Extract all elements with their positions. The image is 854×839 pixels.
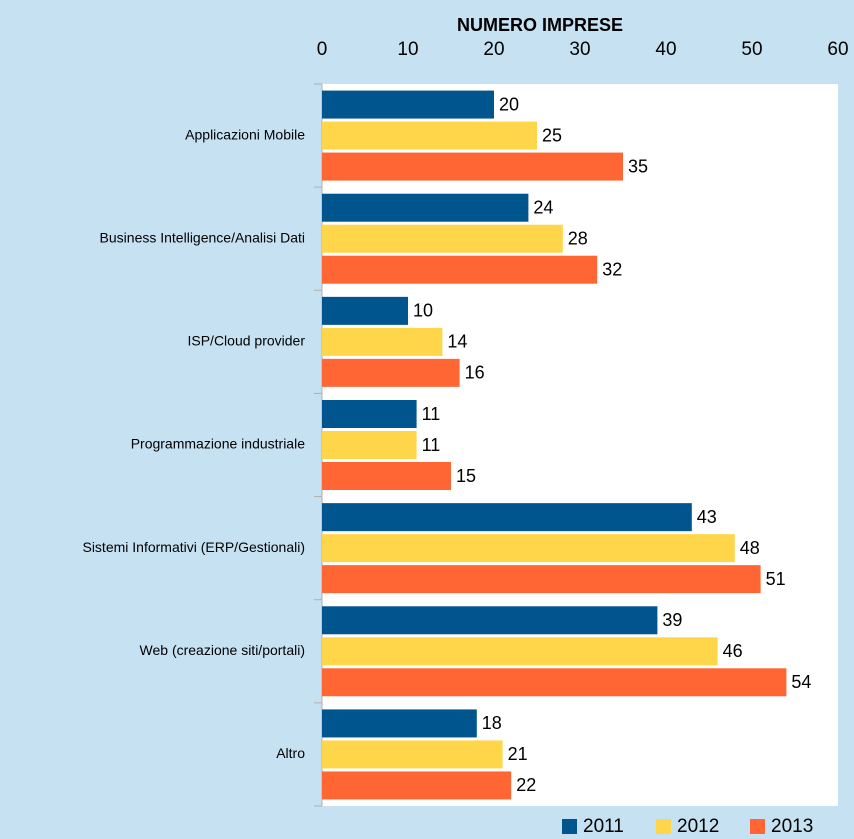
- value-label: 24: [533, 197, 553, 217]
- bar: [322, 193, 529, 222]
- bar: [322, 534, 735, 563]
- bar: [322, 327, 443, 356]
- x-tick-label: 20: [483, 39, 504, 60]
- value-label: 18: [482, 713, 502, 733]
- bar: [322, 431, 417, 459]
- y-tick-label: ISP/Cloud provider: [187, 333, 305, 349]
- value-label: 51: [766, 569, 786, 589]
- value-label: 11: [422, 404, 441, 424]
- bar: [322, 709, 477, 738]
- x-tick-label: 30: [569, 39, 590, 60]
- bar: [322, 740, 503, 769]
- bar: [322, 503, 692, 532]
- x-tick-label: 60: [827, 39, 848, 60]
- x-tick-label: 0: [317, 39, 328, 60]
- axis-title: NUMERO IMPRESE: [457, 15, 623, 35]
- bar: [322, 255, 598, 284]
- bar: [322, 771, 512, 800]
- value-label: 15: [456, 466, 476, 486]
- value-label: 16: [465, 363, 485, 383]
- legend-label: 2013: [771, 816, 813, 837]
- bar: [322, 121, 537, 150]
- legend-swatch: [656, 819, 671, 834]
- value-label: 46: [723, 641, 743, 661]
- x-tick-label: 50: [741, 39, 762, 60]
- value-label: 35: [628, 156, 648, 176]
- value-label: 22: [516, 775, 536, 795]
- value-label: 28: [568, 228, 588, 248]
- value-label: 21: [508, 744, 528, 764]
- y-tick-label: Altro: [276, 745, 305, 761]
- y-tick-label: Applicazioni Mobile: [185, 126, 305, 142]
- y-tick-label: Web (creazione siti/portali): [140, 642, 305, 658]
- bar: [322, 224, 563, 253]
- bar: [322, 358, 460, 387]
- bar: [322, 400, 417, 428]
- value-label: 43: [697, 507, 717, 527]
- bar: [322, 90, 494, 119]
- bar: [322, 462, 451, 490]
- legend-label: 2011: [583, 816, 624, 837]
- y-tick-label: Sistemi Informativi (ERP/Gestionali): [82, 539, 305, 555]
- y-tick-label: Business Intelligence/Analisi Dati: [100, 229, 305, 245]
- value-label: 54: [791, 672, 811, 692]
- value-label: 48: [740, 538, 760, 558]
- value-label: 25: [542, 125, 562, 145]
- x-tick-label: 10: [397, 39, 418, 60]
- bar: [322, 637, 718, 666]
- legend-swatch: [750, 819, 765, 834]
- y-tick-label: Programmazione industriale: [131, 436, 306, 452]
- value-label: 39: [662, 610, 682, 630]
- x-tick-label: 40: [655, 39, 676, 60]
- bar: [322, 565, 761, 594]
- legend-swatch: [562, 819, 577, 834]
- bar: [322, 296, 408, 325]
- value-label: 10: [413, 301, 433, 321]
- bar: [322, 668, 787, 697]
- value-label: 14: [447, 332, 467, 352]
- value-label: 11: [422, 435, 441, 455]
- bar: [322, 606, 658, 635]
- legend-label: 2012: [677, 816, 719, 837]
- value-label: 20: [499, 94, 519, 114]
- bar: [322, 152, 623, 181]
- value-label: 32: [602, 259, 622, 279]
